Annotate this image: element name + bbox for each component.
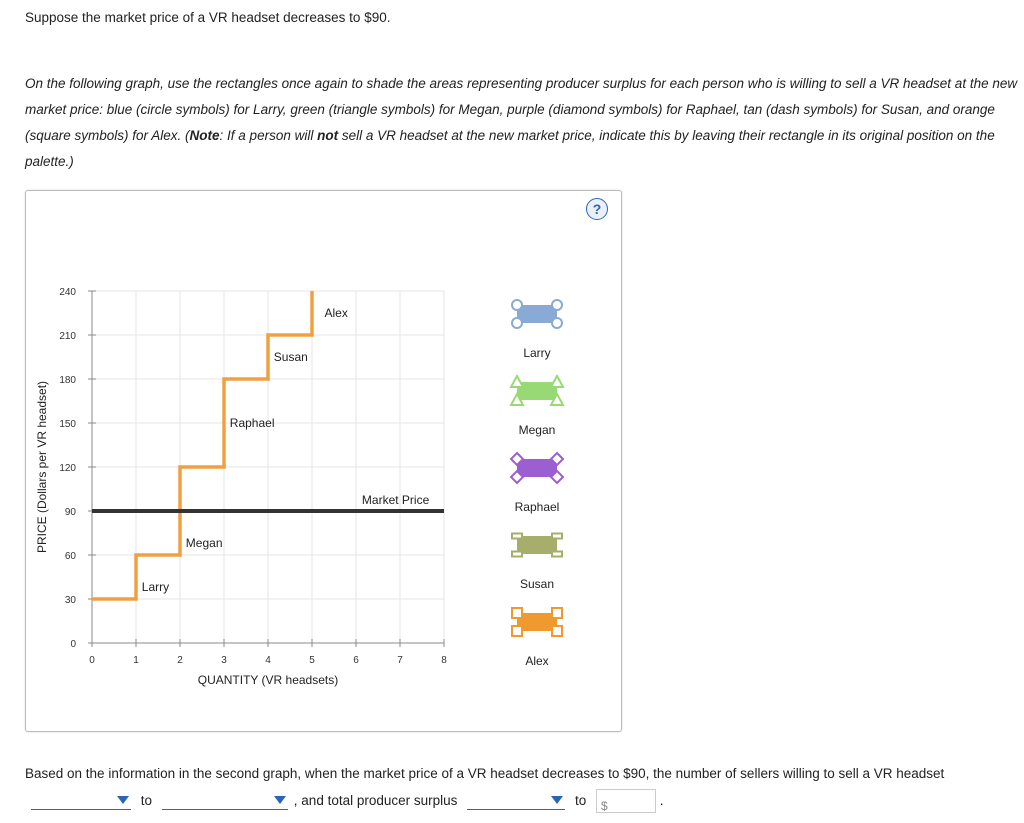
sentence-end: . <box>659 793 664 808</box>
instructions: On the following graph, use the rectangl… <box>25 71 1020 175</box>
diamond-icon <box>549 469 565 485</box>
susan-rectangle <box>517 536 557 554</box>
triangle-icon <box>549 373 565 388</box>
instructions-part2: : If a person will <box>219 128 318 143</box>
palette-label-susan: Susan <box>520 577 554 591</box>
note-label: Note <box>189 128 220 143</box>
triangle-icon <box>509 391 525 406</box>
sentence-to1: to <box>140 793 153 808</box>
alex-rectangle <box>517 613 557 631</box>
palette-label-alex: Alex <box>525 654 548 668</box>
sellers-count-dropdown[interactable] <box>161 791 288 810</box>
square-icon <box>511 607 523 619</box>
answer-sentence: Based on the information in the second g… <box>25 760 1015 814</box>
triangle-icon <box>509 373 525 388</box>
megan-rectangle <box>517 382 557 400</box>
chevron-down-icon <box>273 796 286 804</box>
raphael-rectangle <box>517 459 557 477</box>
triangle-icon <box>549 391 565 406</box>
square-icon <box>511 625 523 637</box>
dash-icon <box>511 532 523 540</box>
palette-item-larry[interactable]: Larry <box>511 299 563 360</box>
dash-icon <box>511 550 523 558</box>
square-icon <box>551 607 563 619</box>
chevron-down-icon <box>117 796 129 804</box>
palette-item-megan[interactable]: Megan <box>509 373 565 437</box>
surplus-amount-input[interactable]: $ <box>595 789 656 814</box>
sellers-change-dropdown[interactable] <box>31 791 131 810</box>
circle-icon <box>511 299 523 311</box>
palette-label-megan: Megan <box>519 423 556 437</box>
square-icon <box>551 625 563 637</box>
graph-panel <box>25 190 622 732</box>
circle-icon <box>551 299 563 311</box>
circle-icon <box>511 317 523 329</box>
currency-symbol: $ <box>600 799 608 814</box>
palette-item-raphael[interactable]: Raphael <box>509 451 565 514</box>
larry-rectangle <box>517 305 557 323</box>
sentence-part2: , and total producer surplus <box>293 793 458 808</box>
palette-label-raphael: Raphael <box>515 500 560 514</box>
dash-icon <box>551 532 563 540</box>
question-mark-icon[interactable]: ? <box>586 198 608 220</box>
dash-icon <box>551 550 563 558</box>
palette-label-larry: Larry <box>523 346 550 360</box>
palette-item-alex[interactable]: Alex <box>511 607 563 668</box>
instructions-part3: sell a VR headset at the new market pric… <box>25 128 995 169</box>
circle-icon <box>551 317 563 329</box>
not-word: not <box>317 128 339 143</box>
diamond-icon <box>549 451 565 467</box>
diamond-icon <box>509 451 525 467</box>
diamond-icon <box>509 469 525 485</box>
palette: Larry Megan Raphael Susan Alex <box>509 299 565 668</box>
chevron-down-icon <box>551 796 564 804</box>
surplus-change-dropdown[interactable] <box>467 791 566 810</box>
instructions-part1: On the following graph, use the rectangl… <box>25 76 1018 143</box>
sentence-part1: Based on the information in the second g… <box>25 766 945 781</box>
palette-item-susan[interactable]: Susan <box>511 532 563 592</box>
sentence-to2: to <box>574 793 587 808</box>
question-text: Suppose the market price of a VR headset… <box>25 10 391 25</box>
